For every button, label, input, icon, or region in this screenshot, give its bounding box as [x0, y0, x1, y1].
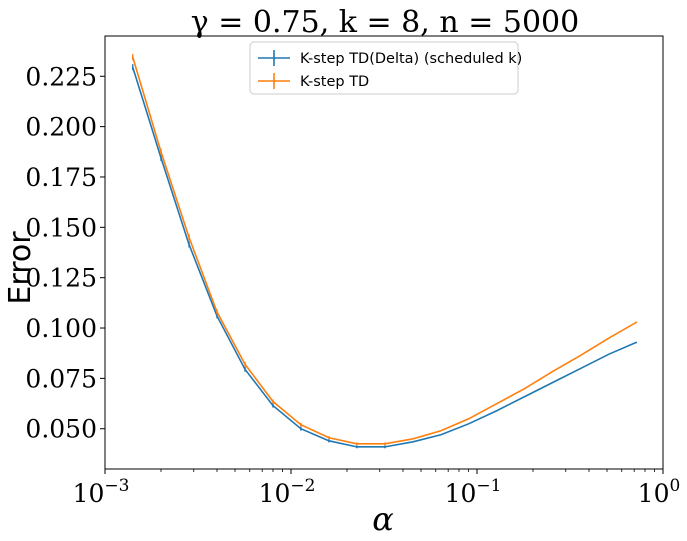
y-tick-label: 0.100	[25, 314, 97, 343]
y-tick-label: 0.175	[25, 163, 97, 192]
y-axis-label: Error	[3, 231, 38, 305]
y-tick-label: 0.225	[25, 62, 97, 91]
chart-title: γ = 0.75, k = 8, n = 5000	[191, 5, 579, 40]
legend-label: K-step TD	[300, 74, 369, 90]
plot-frame	[104, 35, 664, 470]
y-tick-label: 0.050	[25, 415, 97, 444]
x-axis-label: α	[372, 500, 394, 538]
y-tick-label: 0.125	[25, 264, 97, 293]
x-tick-label: 10−3	[73, 476, 130, 508]
legend-label: K-step TD(Delta) (scheduled k)	[300, 51, 522, 67]
x-tick-label: 10−2	[259, 476, 316, 508]
x-tick-label: 100	[638, 476, 681, 508]
legend: K-step TD(Delta) (scheduled k) K-step TD	[249, 41, 522, 95]
legend-box	[249, 41, 519, 95]
y-tick-label: 0.150	[25, 213, 97, 242]
y-tick-label: 0.200	[25, 113, 97, 142]
series-line-2	[131, 56, 638, 445]
y-tick-label: 0.075	[25, 364, 97, 393]
x-tick-label: 10−1	[445, 476, 502, 508]
series-line-1	[131, 66, 638, 448]
